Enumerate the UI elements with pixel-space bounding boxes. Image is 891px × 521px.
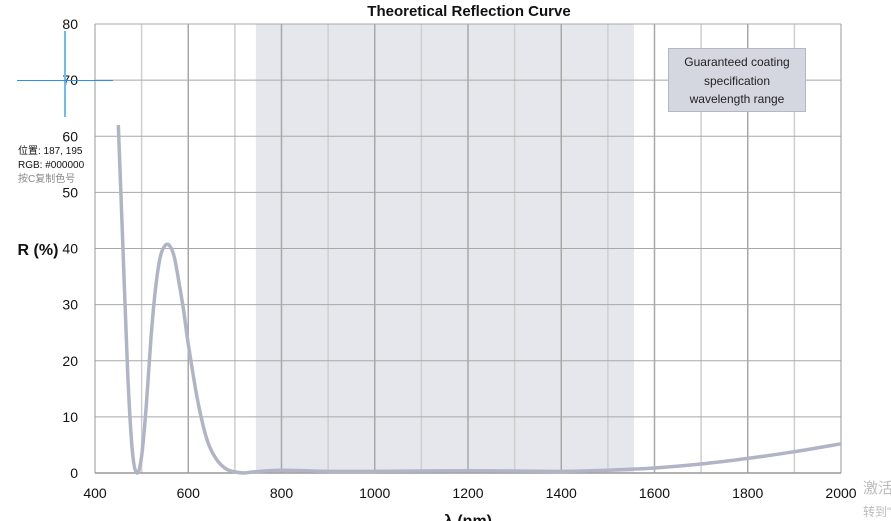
y-tick-label: 80 [62, 16, 78, 32]
watermark-line2: 转到"设 [863, 505, 891, 519]
crosshair-horizontal [17, 80, 113, 81]
x-tick-label: 1800 [732, 485, 763, 501]
x-tick-label: 2000 [825, 485, 856, 501]
annotation-line: wavelength range [689, 92, 785, 106]
chart-title: Theoretical Reflection Curve [367, 3, 570, 20]
color-picker-overlay: 位置: 187, 195 RGB: #000000 按C复制色号 [15, 0, 115, 190]
x-tick-label: 800 [270, 485, 294, 501]
x-tick-label: 1600 [639, 485, 670, 501]
x-tick-label: 1200 [452, 485, 483, 501]
crosshair-vertical [64, 31, 66, 117]
shaded-range-annotation: Guaranteed coating specification wavelen… [668, 48, 806, 112]
rgb-readout: RGB: #000000 [18, 160, 85, 171]
x-axis-label: λ (nm) [444, 513, 492, 521]
x-tick-label: 600 [177, 485, 201, 501]
y-tick-label: 10 [62, 409, 78, 425]
watermark-line1: 激活 W [863, 480, 891, 497]
y-tick-label: 20 [62, 353, 78, 369]
annotation-line: Guaranteed coating [684, 55, 790, 69]
reflection-curve [116, 124, 842, 475]
x-tick-label: 400 [83, 485, 107, 501]
copy-hint: 按C复制色号 [18, 174, 76, 185]
y-axis-label: R (%) [18, 242, 59, 259]
y-tick-label: 60 [62, 128, 78, 144]
x-tick-label: 1400 [546, 485, 577, 501]
y-tick-label: 50 [62, 184, 78, 200]
y-tick-label: 40 [62, 241, 78, 257]
picker-info: 位置: 187, 195 RGB: #000000 按C复制色号 [15, 145, 88, 187]
y-tick-label: 0 [70, 465, 78, 481]
position-readout: 位置: 187, 195 [18, 146, 83, 157]
y-tick-label: 30 [62, 297, 78, 313]
x-tick-label: 1000 [359, 485, 390, 501]
annotation-line: specification [703, 73, 771, 88]
